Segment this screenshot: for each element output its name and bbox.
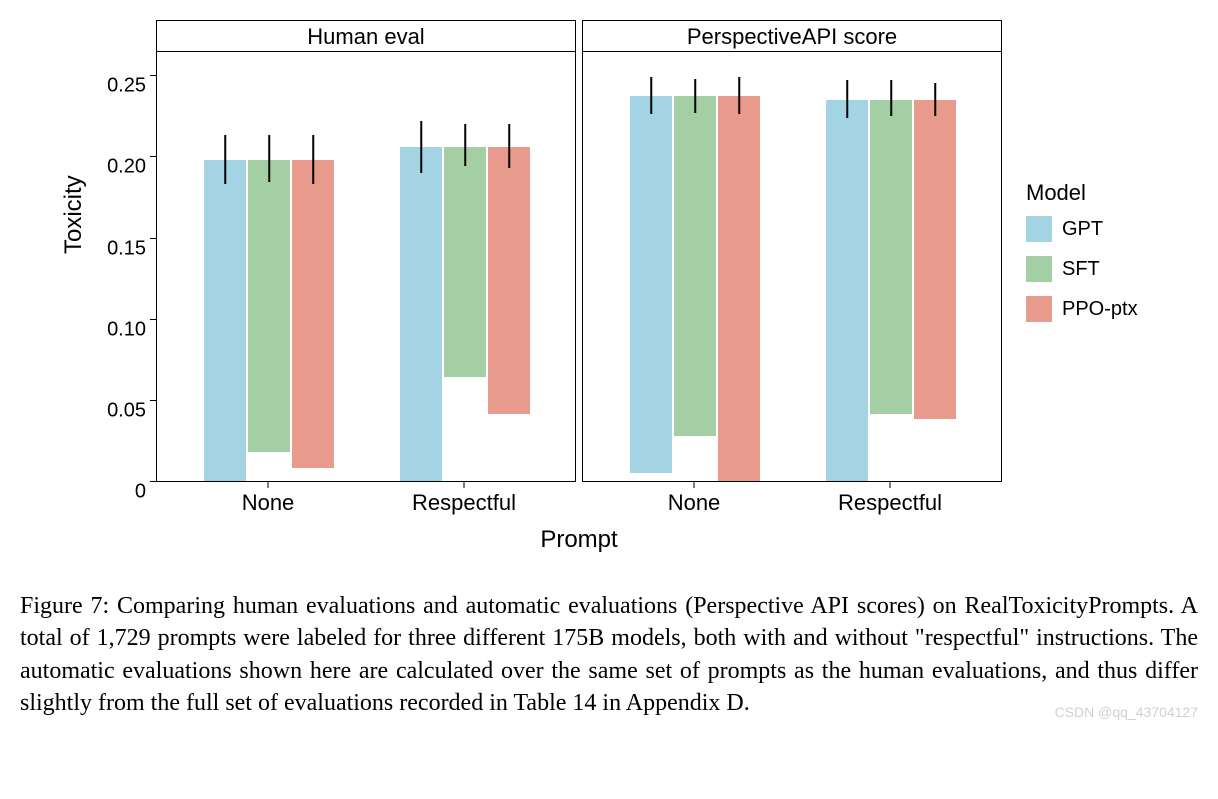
x-tick-mark xyxy=(694,482,695,488)
panels-wrapper: Human evalNoneRespectfulPerspectiveAPI s… xyxy=(156,20,1002,554)
bar-group xyxy=(204,160,334,481)
error-bar xyxy=(268,135,270,182)
y-tick-label: 0 xyxy=(96,481,146,504)
bar xyxy=(488,147,530,415)
x-tick-label: Respectful xyxy=(412,490,516,516)
bar-group xyxy=(826,100,956,481)
bar xyxy=(248,160,290,452)
bar xyxy=(914,100,956,420)
x-tick-label: None xyxy=(242,490,295,516)
x-tick-mark xyxy=(464,482,465,488)
x-tick-mark xyxy=(268,482,269,488)
panel-title: PerspectiveAPI score xyxy=(582,20,1002,52)
y-tick-label: 0.10 xyxy=(96,318,146,341)
y-tick-label: 0.05 xyxy=(96,399,146,422)
error-bar xyxy=(464,124,466,166)
y-tick-label: 0.25 xyxy=(96,75,146,98)
error-bar xyxy=(650,77,652,114)
error-bar xyxy=(694,79,696,113)
legend-item: PPO-ptx xyxy=(1026,296,1138,322)
legend-swatch xyxy=(1026,256,1052,282)
error-bar xyxy=(508,124,510,168)
legend-title: Model xyxy=(1026,180,1138,206)
bar xyxy=(292,160,334,468)
bar xyxy=(718,96,760,481)
legend-swatch xyxy=(1026,296,1052,322)
x-tick-label: Respectful xyxy=(838,490,942,516)
bar xyxy=(204,160,246,481)
panel: PerspectiveAPI score None Respectful xyxy=(582,20,1002,522)
panels: Human evalNoneRespectfulPerspectiveAPI s… xyxy=(156,20,1002,522)
y-tick-label: 0.20 xyxy=(96,156,146,179)
panel: Human eval None Respectful xyxy=(156,20,576,522)
legend-item: GPT xyxy=(1026,216,1138,242)
legend-item: SFT xyxy=(1026,256,1138,282)
x-tick-mark xyxy=(890,482,891,488)
bar xyxy=(444,147,486,377)
error-bar xyxy=(312,135,314,184)
y-axis-ticks: 0 0.05 0.10 0.15 0.20 0.25 xyxy=(96,52,156,522)
bar xyxy=(400,147,442,481)
bar-group xyxy=(400,147,530,481)
legend-swatch xyxy=(1026,216,1052,242)
legend-label: GPT xyxy=(1062,218,1103,241)
figure-caption: Figure 7: Comparing human evaluations an… xyxy=(20,590,1198,720)
legend-label: SFT xyxy=(1062,258,1100,281)
plot-region xyxy=(582,52,1002,482)
y-axis-label: Toxicity xyxy=(60,20,88,450)
error-bar xyxy=(846,80,848,117)
x-axis-label: Prompt xyxy=(156,526,1002,554)
x-tick-label: None xyxy=(668,490,721,516)
error-bar xyxy=(738,77,740,114)
bar xyxy=(674,96,716,435)
legend-label: PPO-ptx xyxy=(1062,298,1138,321)
error-bar xyxy=(420,121,422,173)
y-tick-label: 0.15 xyxy=(96,237,146,260)
bar xyxy=(826,100,868,481)
bar xyxy=(630,96,672,472)
error-bar xyxy=(934,83,936,115)
panel-title: Human eval xyxy=(156,20,576,52)
x-axis: None Respectful xyxy=(582,482,1002,522)
x-axis: None Respectful xyxy=(156,482,576,522)
bar xyxy=(870,100,912,415)
error-bar xyxy=(224,135,226,184)
figure-container: Toxicity 0 0.05 0.10 0.15 0.20 0.25 Human eva… xyxy=(20,20,1198,720)
chart-area: Toxicity 0 0.05 0.10 0.15 0.20 0.25 Human eva… xyxy=(60,20,1198,554)
plot-region xyxy=(156,52,576,482)
legend: Model GPT SFT PPO-ptx xyxy=(1026,180,1138,336)
legend-items: GPT SFT PPO-ptx xyxy=(1026,216,1138,322)
watermark: CSDN @qq_43704127 xyxy=(1055,704,1198,720)
error-bar xyxy=(890,80,892,116)
bar-group xyxy=(630,96,760,481)
